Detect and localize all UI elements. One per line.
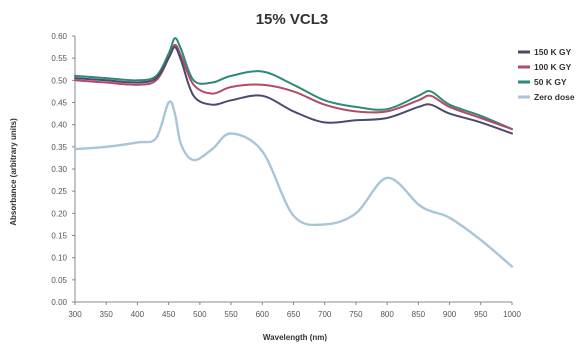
x-tick-label: 650 — [287, 310, 301, 319]
y-tick-label: 0.35 — [51, 143, 67, 152]
series-line-100-k-gy — [74, 43, 513, 131]
y-tick-label: 0.20 — [51, 209, 67, 218]
legend-label: 50 K GY — [534, 77, 567, 87]
y-tick-label: 0.25 — [51, 187, 67, 196]
y-tick-label: 0.05 — [51, 276, 67, 285]
axes — [74, 36, 512, 303]
y-tick-label: 0.30 — [51, 165, 67, 174]
x-tick-label: 300 — [68, 310, 82, 319]
x-tick-label: 350 — [100, 310, 114, 319]
x-tick-label: 950 — [474, 310, 488, 319]
x-tick-label: 1000 — [503, 310, 521, 319]
x-tick-labels: 300 350 400 450 500 550 600 650 700 750 800 850 900 9… — [68, 302, 521, 319]
chart-title: 15% VCL3 — [256, 11, 329, 28]
series-line-50-k-gy — [74, 37, 513, 131]
x-tick-label: 600 — [256, 310, 270, 319]
y-tick-labels: 0.00 0.05 0.10 0.15 0.20 0.25 0.30 0.35 0.40 0.45… — [51, 32, 75, 307]
x-tick-label: 450 — [162, 310, 176, 319]
x-axis-label: Wavelength (nm) — [263, 333, 327, 342]
y-tick-label: 0.55 — [51, 54, 67, 63]
legend-label: 100 K GY — [534, 62, 572, 72]
y-tick-label: 0.50 — [51, 76, 67, 85]
y-tick-label: 0.40 — [51, 121, 67, 130]
x-tick-label: 550 — [224, 310, 238, 319]
y-tick-label: 0.00 — [51, 298, 67, 307]
y-tick-label: 0.15 — [51, 232, 67, 241]
series-lines — [73, 37, 514, 268]
series-line-zero-dose — [73, 100, 514, 268]
series-line-150-k-gy — [74, 46, 513, 135]
legend-label: 150 K GY — [534, 47, 572, 57]
x-tick-label: 800 — [380, 310, 394, 319]
x-tick-label: 700 — [318, 310, 332, 319]
legend: 150 K GY 100 K GY 50 K GY Zero dose — [518, 47, 575, 102]
x-tick-label: 500 — [193, 310, 207, 319]
x-tick-label: 850 — [412, 310, 426, 319]
x-tick-label: 750 — [349, 310, 363, 319]
legend-label: Zero dose — [534, 92, 575, 102]
y-axis-label: Absorbance (arbitrary units) — [9, 118, 18, 226]
y-tick-label: 0.45 — [51, 99, 67, 108]
y-tick-label: 0.60 — [51, 32, 67, 41]
x-tick-label: 900 — [443, 310, 457, 319]
y-tick-label: 0.10 — [51, 254, 67, 263]
x-tick-label: 400 — [131, 310, 145, 319]
